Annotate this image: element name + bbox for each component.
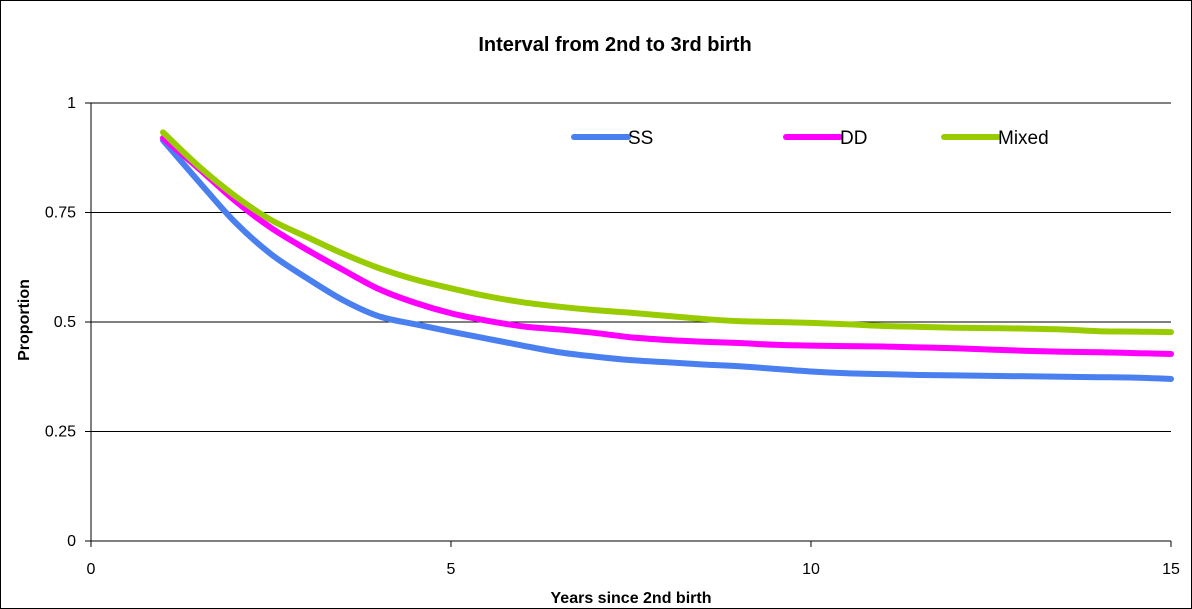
series-lines xyxy=(160,129,1174,382)
x-tick-labels: 0 5 10 15 xyxy=(87,561,1180,578)
legend-label-dd: DD xyxy=(840,128,867,149)
legend-label-mixed: Mixed xyxy=(998,128,1049,149)
y-axis-label: Proportion xyxy=(16,279,33,361)
y-tick-label: 0.75 xyxy=(45,205,76,222)
x-tick-label: 15 xyxy=(1162,561,1180,578)
series-line-mixed xyxy=(160,129,1174,336)
series-line-dd xyxy=(160,135,1174,357)
legend: SS DD Mixed xyxy=(571,128,1049,149)
x-axis-label: Years since 2nd birth xyxy=(551,590,712,607)
y-tick-labels: 0 0.25 0.5 0.75 1 xyxy=(45,95,76,550)
chart-title: Interval from 2nd to 3rd birth xyxy=(478,34,751,56)
y-tick-label: 0.25 xyxy=(45,424,76,441)
axes xyxy=(85,102,1172,547)
y-tick-label: 1 xyxy=(67,95,76,112)
series-line-ss xyxy=(160,137,1174,382)
y-tick-label: 0 xyxy=(67,533,76,550)
legend-label-ss: SS xyxy=(628,128,653,149)
x-tick-label: 5 xyxy=(447,561,456,578)
gridlines xyxy=(91,102,1171,432)
y-tick-label: 0.5 xyxy=(54,314,76,331)
x-tick-label: 10 xyxy=(802,561,820,578)
x-tick-label: 0 xyxy=(87,561,96,578)
